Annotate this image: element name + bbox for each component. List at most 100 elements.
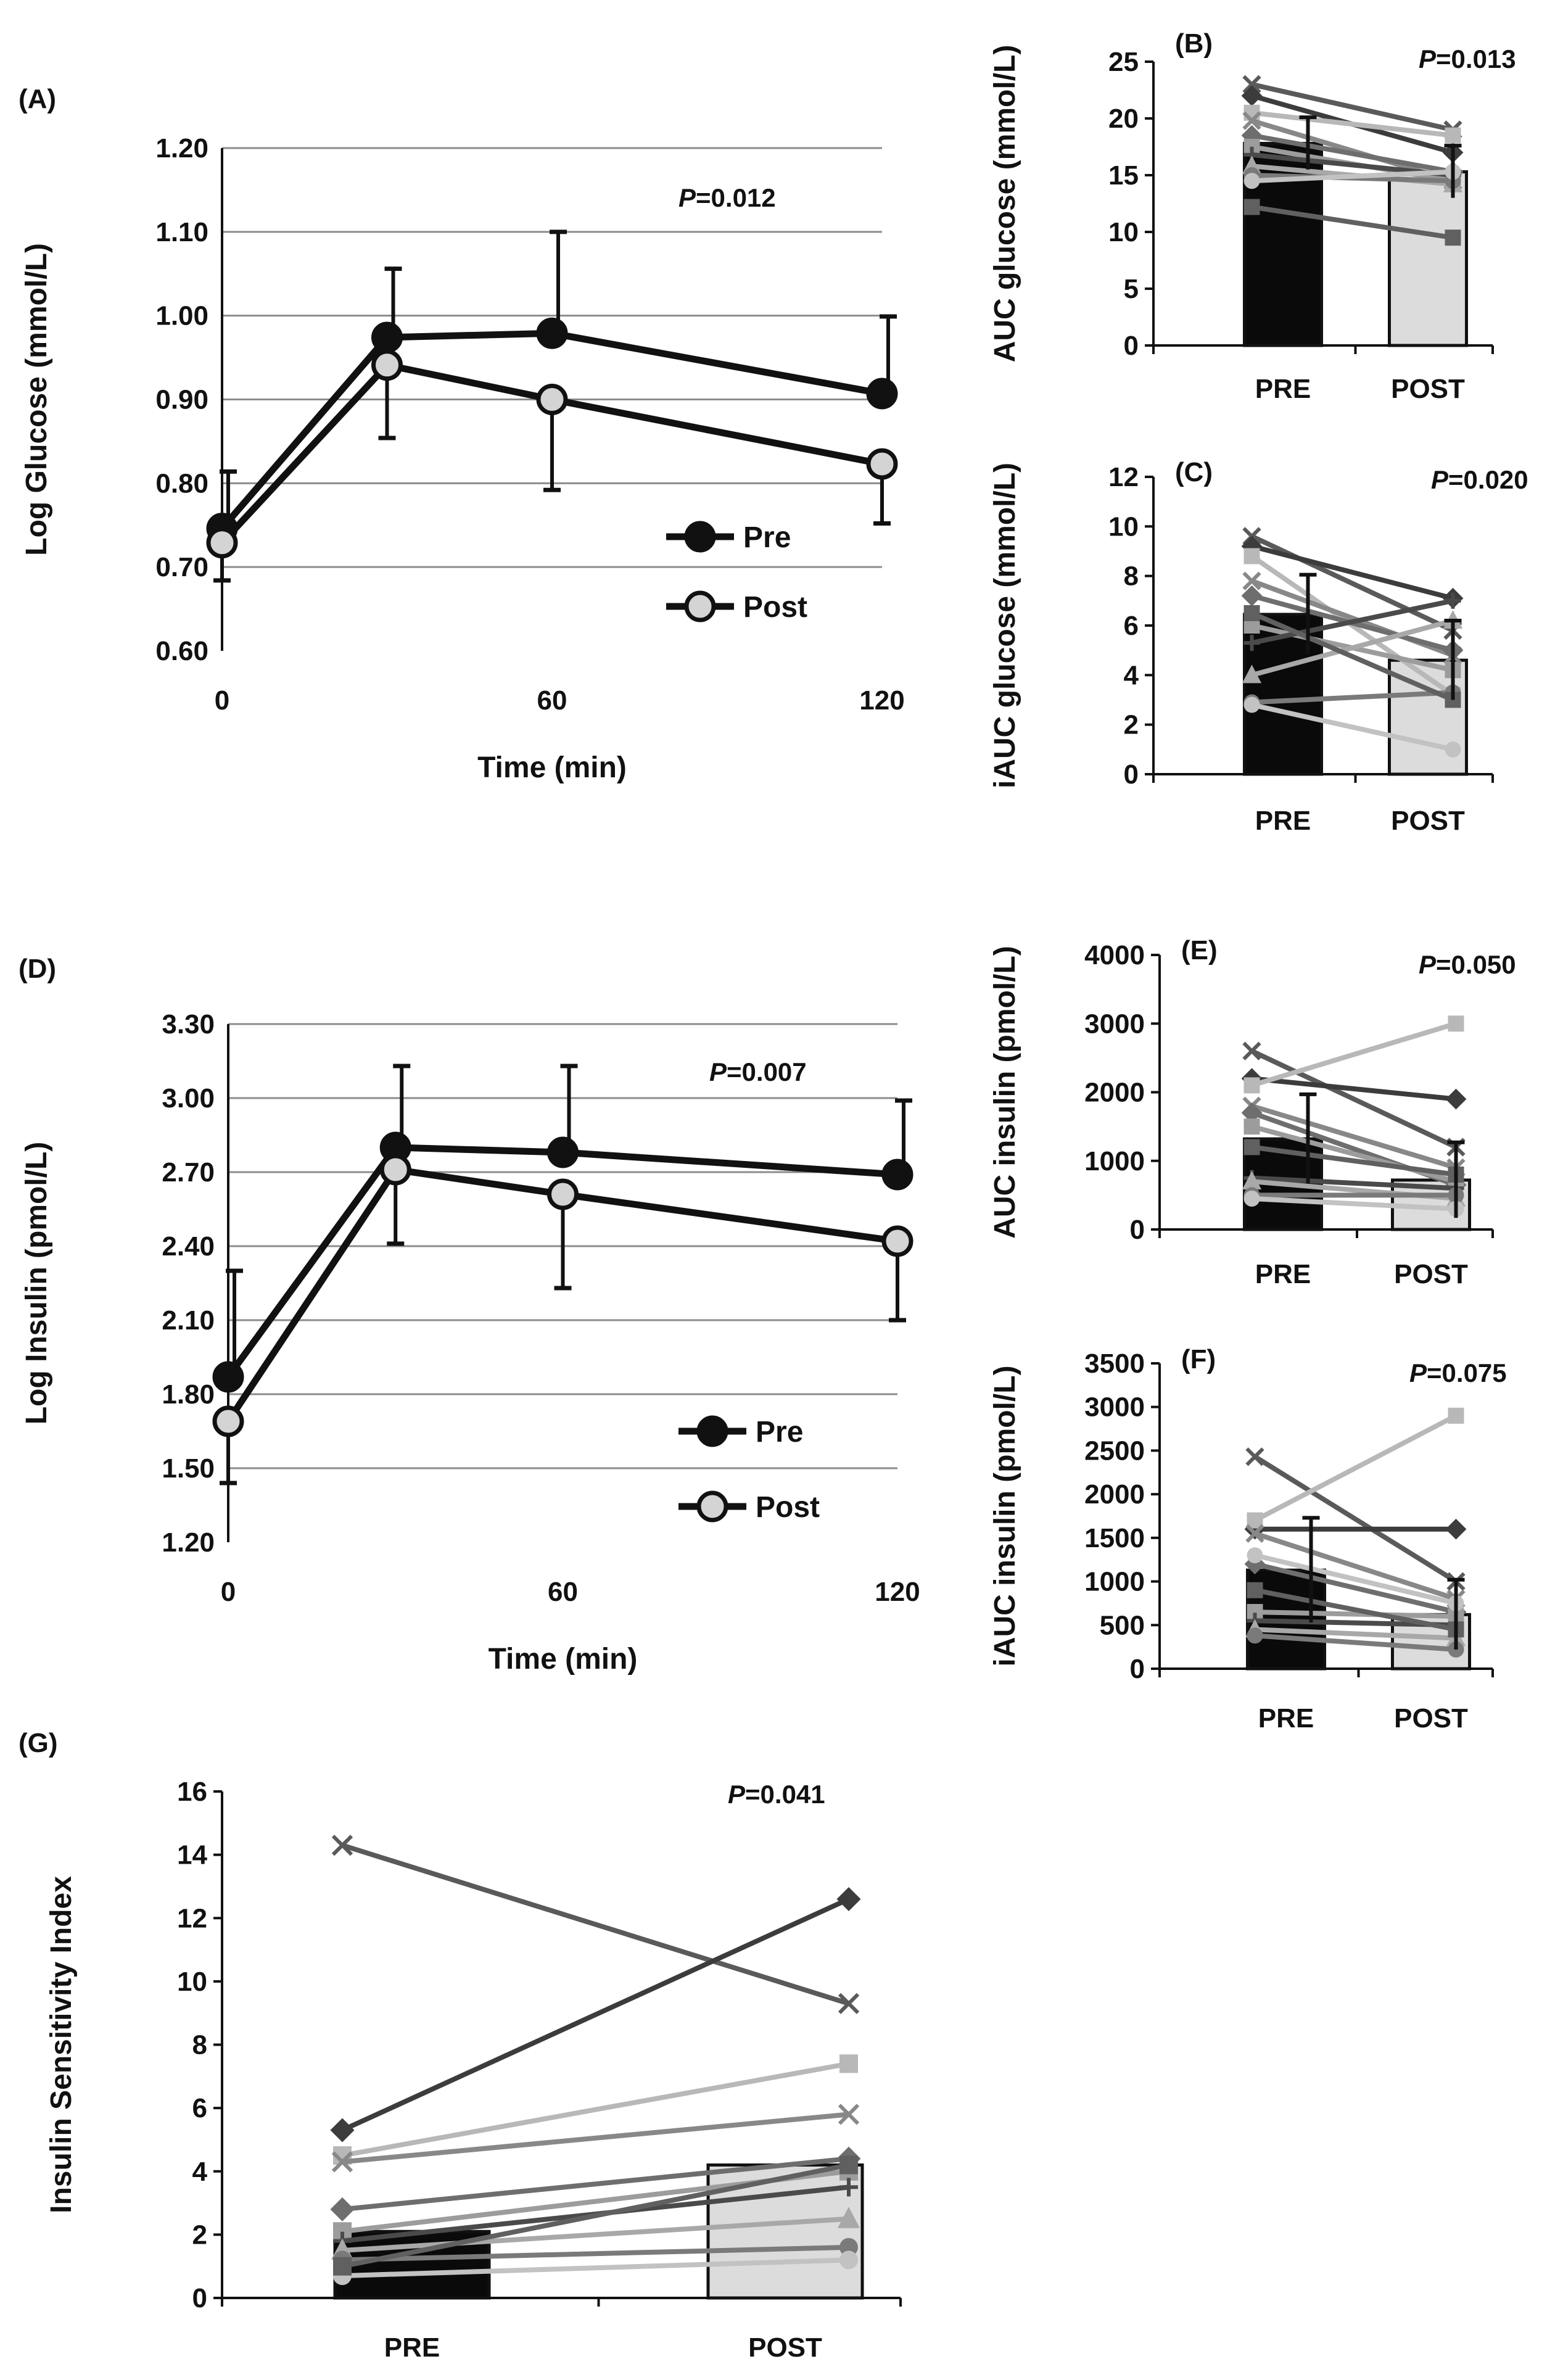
y-tick-label: 2 [192, 2220, 207, 2250]
individual-line [342, 2156, 849, 2212]
y-tick-label: 3000 [1084, 1009, 1145, 1039]
y-tick-label: 2000 [1084, 1479, 1145, 1510]
y-tick-label: 8 [1124, 561, 1139, 592]
p-number: =0.020 [1448, 465, 1528, 494]
data-point-post [212, 1405, 244, 1437]
y-tick-label: 10 [1108, 217, 1139, 247]
p-value: P=0.020 [1431, 465, 1528, 494]
y-tick-label: 16 [177, 1777, 207, 1807]
panel-label: (C) [1175, 457, 1213, 487]
individual-line [342, 2257, 849, 2279]
individual-marker [1243, 173, 1260, 189]
individual-line [1254, 1553, 1457, 1606]
x-tick-label: 60 [548, 1577, 578, 1607]
individual-line [341, 1896, 850, 2133]
p-value: P=0.050 [1419, 950, 1516, 979]
p-number: =0.050 [1436, 950, 1516, 979]
category-label: PRE [1255, 806, 1311, 836]
y-tick-label: 1.00 [155, 301, 208, 331]
p-value: P=0.007 [709, 1057, 807, 1086]
individual-line [1251, 543, 1454, 601]
legend-marker [696, 1415, 728, 1447]
legend-marker [696, 1490, 728, 1523]
panel-e: (E) 0 1000 2000 3000 4000 AUC insulin (pmol/L)… [989, 935, 1516, 1289]
individual-marker [1245, 1447, 1264, 1466]
panel-a: (A) 0.60 0.70 0.80 0.90 1.00 1.10 1.20 0 60 120 Log… [19, 84, 905, 784]
p-number: =0.013 [1436, 44, 1516, 73]
y-tick-label: 0 [1130, 1654, 1145, 1684]
series-line-post [225, 1166, 898, 1424]
p-symbol: P [1419, 44, 1437, 73]
individual-line [342, 2162, 849, 2269]
category-label: POST [1394, 1259, 1468, 1289]
individual-line [1251, 618, 1454, 678]
y-tick-label: 6 [192, 2093, 207, 2123]
y-tick-label: 3.30 [162, 1009, 215, 1039]
y-tick-label: 2.10 [162, 1305, 215, 1336]
y-tick-label: 1000 [1084, 1146, 1145, 1176]
p-symbol: P [1419, 950, 1437, 979]
y-tick-label: 0 [1124, 759, 1139, 790]
individual-line [1255, 1627, 1456, 1641]
x-tick-label: 0 [215, 685, 229, 716]
series-line-pre [225, 1144, 898, 1379]
individual-marker [1242, 664, 1262, 684]
data-point-post [866, 448, 898, 480]
y-tick-label: 4 [1124, 660, 1139, 690]
data-point-pre [881, 1159, 913, 1191]
individual-marker [1242, 111, 1261, 130]
individual-marker [839, 2250, 858, 2270]
bar-post [1388, 170, 1468, 347]
individual-marker [1242, 75, 1261, 94]
individual-line [342, 2112, 849, 2165]
y-tick-label: 2 [1124, 710, 1139, 740]
y-axis-title: iAUC glucose (mmol/L) [989, 463, 1021, 788]
individual-line [1252, 110, 1453, 138]
p-number: =0.007 [727, 1057, 807, 1086]
y-tick-label: 0.80 [155, 468, 208, 498]
individual-line [1252, 169, 1453, 184]
y-axis-title: AUC insulin (pmol/L) [989, 946, 1021, 1239]
legend-label: Pre [756, 1416, 803, 1448]
p-value: P=0.041 [728, 1780, 825, 1809]
y-tick-label: 3.00 [162, 1083, 215, 1114]
individual-marker [1445, 1518, 1467, 1540]
p-symbol: P [728, 1780, 746, 1809]
y-tick-label: 2500 [1084, 1436, 1145, 1466]
individual-marker [330, 2197, 355, 2221]
y-tick-label: 500 [1100, 1610, 1145, 1640]
y-axis-title: Insulin Sensitivity Index [45, 1876, 78, 2213]
p-symbol: P [1431, 465, 1449, 494]
individual-marker [330, 2118, 355, 2142]
p-value: P=0.013 [1419, 44, 1516, 73]
y-tick-label: 3000 [1084, 1392, 1145, 1423]
individual-line [1251, 1103, 1457, 1170]
y-tick-label: 0 [192, 2283, 207, 2313]
individual-line [342, 2244, 849, 2263]
y-tick-label: 14 [177, 1840, 207, 1870]
individual-marker [838, 2207, 860, 2228]
individual-marker [839, 2054, 858, 2073]
panel-label: (A) [19, 84, 56, 114]
category-label: PRE [1258, 1703, 1314, 1733]
panel-c: (C) 0 2 4 6 8 10 12 iAUC glucose (mmol/L) PRE POST… [989, 457, 1528, 836]
y-tick-label: 0.60 [155, 636, 208, 666]
panel-d: (D) 1.20 1.50 1.80 2.10 2.40 2.70 3.00 3.30 0 60 12… [19, 954, 920, 1676]
individual-line [1253, 1413, 1458, 1523]
y-axis-title: Log Glucose (mmol/L) [20, 243, 53, 556]
individual-marker [1243, 199, 1260, 215]
individual-marker [838, 2104, 860, 2125]
category-label: POST [1394, 1703, 1468, 1733]
individual-marker [1448, 1407, 1464, 1424]
series-line-post [219, 361, 883, 545]
individual-line [1253, 1454, 1458, 1584]
y-tick-label: 0.90 [155, 385, 208, 415]
y-tick-label: 12 [177, 1903, 207, 1933]
y-tick-label: 5 [1124, 274, 1139, 304]
individual-line [1251, 702, 1454, 752]
panel-label: (B) [1175, 28, 1213, 59]
individual-marker [839, 2155, 858, 2175]
individual-marker [1243, 696, 1260, 713]
individual-marker [1245, 1524, 1264, 1543]
